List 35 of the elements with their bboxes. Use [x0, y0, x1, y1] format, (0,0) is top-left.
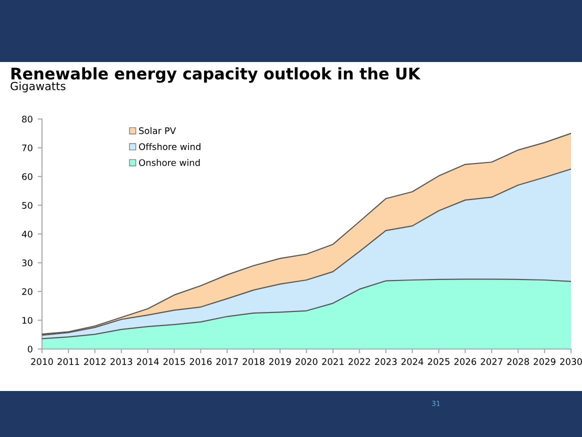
x-tick-label: 2019 [269, 358, 291, 366]
x-tick-label: 2026 [454, 358, 476, 366]
legend-label: Offshore wind [139, 143, 200, 150]
x-tick-label: 2011 [58, 358, 80, 366]
y-tick-label: 40 [22, 230, 32, 238]
x-tick-label: 2014 [136, 358, 159, 366]
y-tick-label: 30 [22, 259, 32, 266]
x-tick-label: 2025 [428, 358, 450, 366]
y-tick-label: 80 [22, 116, 32, 123]
y-tick-label: 70 [22, 144, 32, 152]
x-tick-label: 2017 [216, 358, 238, 366]
x-tick-label: 2022 [348, 358, 370, 366]
y-tick-label: 50 [22, 202, 32, 209]
x-tick-label: 2010 [31, 358, 53, 366]
x-tick-label: 2030 [560, 358, 582, 366]
x-tick-label: 2012 [84, 358, 106, 366]
x-tick-label: 2023 [375, 358, 397, 366]
legend-label: Solar PV [139, 127, 176, 134]
legend-label: Onshore wind [139, 159, 200, 166]
y-tick-label: 60 [22, 173, 32, 180]
chart-title: Renewable energy capacity outlook in the UK [11, 67, 421, 83]
y-tick-label: 10 [22, 316, 32, 324]
x-tick-label: 2027 [480, 358, 502, 366]
chart-subtitle: Gigawatts [10, 82, 66, 92]
x-tick-label: 2028 [507, 358, 529, 366]
x-tick-label: 2015 [163, 358, 185, 366]
x-tick-label: 2029 [534, 358, 556, 366]
x-tick-label: 2021 [322, 358, 344, 366]
x-tick-label: 2013 [110, 358, 132, 366]
x-tick-label: 2018 [242, 358, 264, 366]
y-tick-label: 0 [28, 346, 32, 353]
x-tick-label: 2016 [190, 358, 212, 366]
y-tick-label: 20 [22, 288, 32, 296]
x-tick-label: 2020 [296, 358, 318, 366]
x-tick-label: 2024 [401, 358, 424, 366]
